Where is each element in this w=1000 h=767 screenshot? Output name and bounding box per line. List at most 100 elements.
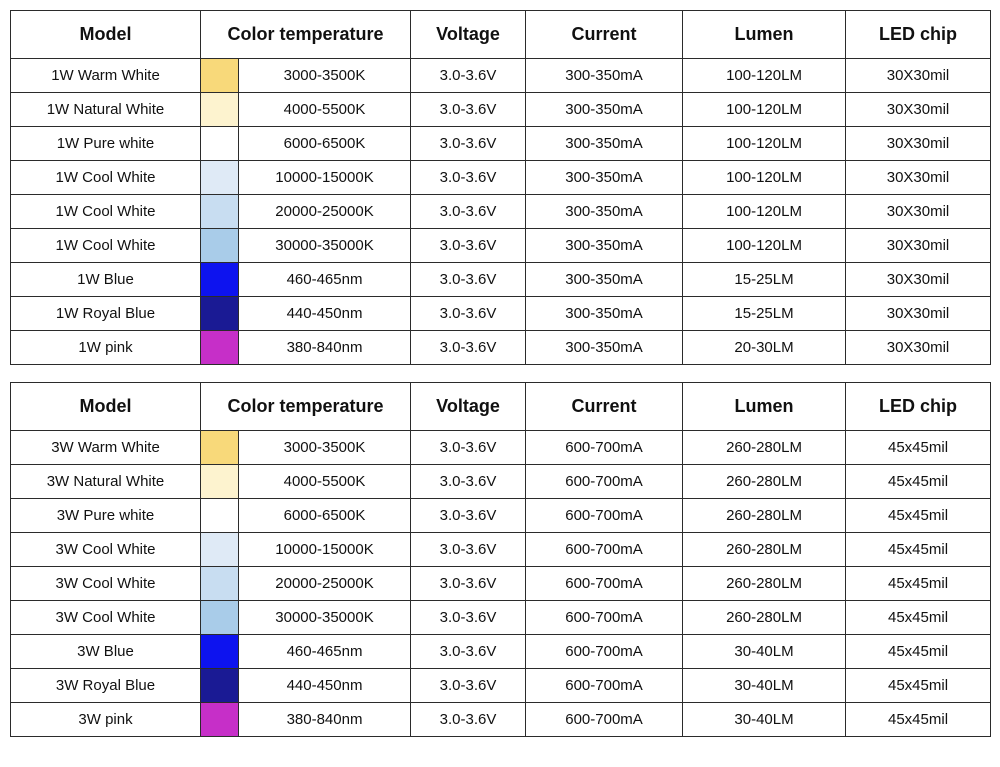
led-chip-cell: 30X30mil — [845, 228, 992, 263]
table-row: 1W Natural White 4000-5500K 3.0-3.6V 300-35… — [10, 92, 992, 127]
color-swatch-cell — [200, 194, 239, 229]
table-row: 3W pink 380-840nm 3.0-3.6V 600-700mA 30-40LM… — [10, 702, 992, 737]
color-swatch-cell — [200, 228, 239, 263]
current-cell: 600-700mA — [525, 430, 684, 465]
lumen-cell: 30-40LM — [682, 668, 847, 703]
color-temp-cell: 20000-25000K — [237, 194, 412, 229]
led-chip-cell: 30X30mil — [845, 330, 992, 365]
lumen-cell: 100-120LM — [682, 160, 847, 195]
model-cell: 3W Cool White — [10, 532, 201, 567]
model-cell: 1W Warm White — [10, 58, 201, 93]
header-model: Model — [10, 10, 201, 59]
color-temp-cell: 440-450nm — [237, 668, 412, 703]
led-chip-cell: 45x45mil — [845, 566, 992, 601]
table-row: 3W Pure white 6000-6500K 3.0-3.6V 600-700mA… — [10, 498, 992, 533]
model-cell: 3W Cool White — [10, 566, 201, 601]
led-chip-cell: 45x45mil — [845, 702, 992, 737]
color-temp-cell: 6000-6500K — [237, 498, 412, 533]
lumen-cell: 260-280LM — [682, 566, 847, 601]
voltage-cell: 3.0-3.6V — [410, 262, 527, 297]
color-temp-cell: 6000-6500K — [237, 126, 412, 161]
table-row: 1W Pure white 6000-6500K 3.0-3.6V 300-350mA… — [10, 126, 992, 161]
color-swatch-cell — [200, 430, 239, 465]
color-temp-cell: 3000-3500K — [237, 430, 412, 465]
table-row: 1W Royal Blue 440-450nm 3.0-3.6V 300-350mA 1… — [10, 296, 992, 331]
led-chip-cell: 30X30mil — [845, 296, 992, 331]
current-cell: 300-350mA — [525, 160, 684, 195]
color-temp-cell: 460-465nm — [237, 634, 412, 669]
voltage-cell: 3.0-3.6V — [410, 194, 527, 229]
color-temp-cell: 4000-5500K — [237, 464, 412, 499]
current-cell: 300-350mA — [525, 126, 684, 161]
table-row: 1W Blue 460-465nm 3.0-3.6V 300-350mA 15-25LM… — [10, 262, 992, 297]
table-row: 3W Cool White 10000-15000K 3.0-3.6V 600-700… — [10, 532, 992, 567]
voltage-cell: 3.0-3.6V — [410, 58, 527, 93]
voltage-cell: 3.0-3.6V — [410, 464, 527, 499]
header-current: Current — [525, 382, 684, 431]
color-temp-cell: 3000-3500K — [237, 58, 412, 93]
header-row: Model Color temperature Voltage Current … — [10, 382, 992, 431]
color-temp-cell: 380-840nm — [237, 330, 412, 365]
color-swatch-cell — [200, 160, 239, 195]
spec-table-3w: Model Color temperature Voltage Current … — [10, 382, 992, 737]
lumen-cell: 100-120LM — [682, 126, 847, 161]
model-cell: 3W Blue — [10, 634, 201, 669]
color-swatch-cell — [200, 634, 239, 669]
model-cell: 1W Cool White — [10, 160, 201, 195]
led-chip-cell: 30X30mil — [845, 58, 992, 93]
lumen-cell: 15-25LM — [682, 296, 847, 331]
header-model: Model — [10, 382, 201, 431]
current-cell: 600-700mA — [525, 634, 684, 669]
lumen-cell: 30-40LM — [682, 634, 847, 669]
header-lumen: Lumen — [682, 382, 847, 431]
lumen-cell: 100-120LM — [682, 228, 847, 263]
model-cell: 3W Royal Blue — [10, 668, 201, 703]
model-cell: 3W Pure white — [10, 498, 201, 533]
voltage-cell: 3.0-3.6V — [410, 126, 527, 161]
current-cell: 300-350mA — [525, 262, 684, 297]
table-row: 1W pink 380-840nm 3.0-3.6V 300-350mA 20-30LM… — [10, 330, 992, 365]
header-led-chip: LED chip — [845, 10, 992, 59]
model-cell: 3W Warm White — [10, 430, 201, 465]
color-swatch-cell — [200, 330, 239, 365]
model-cell: 1W Cool White — [10, 194, 201, 229]
led-chip-cell: 45x45mil — [845, 464, 992, 499]
lumen-cell: 15-25LM — [682, 262, 847, 297]
table-row: 3W Blue 460-465nm 3.0-3.6V 600-700mA 30-40LM… — [10, 634, 992, 669]
led-chip-cell: 45x45mil — [845, 430, 992, 465]
header-voltage: Voltage — [410, 382, 527, 431]
table-row: 3W Natural White 4000-5500K 3.0-3.6V 600-70… — [10, 464, 992, 499]
model-cell: 3W pink — [10, 702, 201, 737]
voltage-cell: 3.0-3.6V — [410, 430, 527, 465]
color-temp-cell: 30000-35000K — [237, 600, 412, 635]
voltage-cell: 3.0-3.6V — [410, 498, 527, 533]
header-led-chip: LED chip — [845, 382, 992, 431]
table-body-3w: 3W Warm White 3000-3500K 3.0-3.6V 600-700mA… — [10, 430, 992, 737]
led-chip-cell: 30X30mil — [845, 194, 992, 229]
current-cell: 600-700mA — [525, 498, 684, 533]
led-chip-cell: 30X30mil — [845, 262, 992, 297]
voltage-cell: 3.0-3.6V — [410, 296, 527, 331]
model-cell: 1W Royal Blue — [10, 296, 201, 331]
lumen-cell: 260-280LM — [682, 430, 847, 465]
table-row: 3W Royal Blue 440-450nm 3.0-3.6V 600-700mA 3… — [10, 668, 992, 703]
led-chip-cell: 45x45mil — [845, 600, 992, 635]
table-row: 3W Cool White 30000-35000K 3.0-3.6V 600-700… — [10, 600, 992, 635]
current-cell: 600-700mA — [525, 464, 684, 499]
current-cell: 300-350mA — [525, 228, 684, 263]
table-body-1w: 1W Warm White 3000-3500K 3.0-3.6V 300-350mA… — [10, 58, 992, 365]
header-voltage: Voltage — [410, 10, 527, 59]
current-cell: 300-350mA — [525, 92, 684, 127]
header-color-temperature: Color temperature — [199, 10, 412, 59]
header-current: Current — [525, 10, 684, 59]
color-swatch-cell — [200, 566, 239, 601]
color-swatch-cell — [200, 262, 239, 297]
voltage-cell: 3.0-3.6V — [410, 668, 527, 703]
led-chip-cell: 30X30mil — [845, 160, 992, 195]
model-cell: 1W Cool White — [10, 228, 201, 263]
current-cell: 600-700mA — [525, 532, 684, 567]
header-color-temperature: Color temperature — [199, 382, 412, 431]
color-swatch-cell — [200, 600, 239, 635]
lumen-cell: 100-120LM — [682, 194, 847, 229]
color-swatch-cell — [200, 668, 239, 703]
